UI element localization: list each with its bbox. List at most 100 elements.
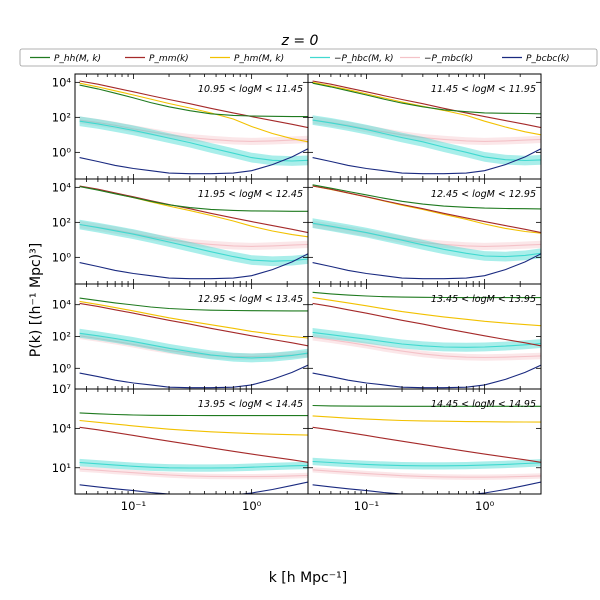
panel-plot-area [312,184,541,280]
panel-mass-bin-label: 11.95 < logM < 12.45 [198,189,303,200]
series-line-hbc [312,222,541,258]
series-line-bcbc [312,253,541,280]
series-line-bcbc [79,148,308,175]
x-tick-label: 10⁰ [242,499,262,513]
band-hbc [79,219,308,267]
panel-grid: 10⁰ 10² 10⁴ 10.95 < logM < 11.45 11.45 < log… [52,73,542,513]
series-line-mbc [79,335,308,358]
series-line-mm [312,302,541,347]
band-hbc [312,457,541,470]
series-line-mm [79,302,308,347]
series-line-mm [79,80,308,129]
panel-1: 10⁰ 10² 10⁴ 10.95 < logM < 11.45 [52,73,309,180]
panel-plot-area [79,297,308,389]
band-hbc [312,218,541,262]
legend: P_hh(M, k) P_mm(k) P_hm(M, k) −P_hbc(M, k) −… [19,48,598,67]
series-line-hbc [79,332,308,359]
y-tick-label: 10² [52,330,71,344]
series-line-hbc [79,120,308,162]
series-line-hh [79,84,308,118]
legend-entry-mm: P_mm(k) [125,54,189,64]
band-mbc [79,116,308,145]
series-line-hh [312,184,541,210]
band-hbc [79,116,308,166]
series-line-mbc [312,336,541,359]
panel-2: 11.45 < logM < 11.95 [307,73,542,180]
y-tick-label: 10⁴ [52,298,72,312]
series-line-mbc [79,119,308,142]
series-line-hh [312,404,541,407]
y-tick-label: 10¹ [52,461,71,475]
series-line-mm [79,426,308,463]
series-line-hbc [312,331,541,348]
series-line-mbc [312,119,541,142]
panel-mass-bin-label: 14.45 < logM < 14.95 [431,399,536,410]
series-line-bcbc [79,364,308,389]
panel-plot-area [312,404,541,494]
band-hbc [312,115,541,166]
band-mbc [312,116,541,145]
y-tick-label: 10⁰ [52,250,72,264]
panel-frame [307,388,542,495]
legend-entry-bcbc: P_bcbc(k) [502,54,569,64]
legend-entry-hm: P_hm(M, k) [210,54,284,64]
panel-mass-bin-label: 13.45 < logM < 13.95 [431,294,536,305]
series-line-hbc [312,119,541,162]
panel-plot-area [79,412,308,494]
legend-label-hbc: −P_hbc(M, k) [334,54,394,64]
series-line-mm [312,80,541,129]
band-hbc [79,458,308,472]
series-line-bcbc [79,481,308,494]
series-line-bcbc [312,481,541,494]
panel-plot-area [312,291,541,389]
panel-plot-area [79,80,308,175]
series-line-mm [312,185,541,234]
y-tick-label: 10⁴ [52,75,72,89]
legend-entry-hh: P_hh(M, k) [30,54,101,64]
panel-8: 10⁻¹ 10⁰ 14.45 < logM < 14.95 [307,388,542,513]
legend-label-mbc: −P_mbc(k) [424,54,473,64]
legend-label-mm: P_mm(k) [149,54,189,64]
series-line-hh [79,297,308,312]
series-line-hh [79,412,308,417]
series-line-mbc [312,469,541,478]
x-tick-label: 10⁻¹ [121,499,146,513]
y-tick-label: 10² [52,215,71,229]
band-mbc [79,332,308,360]
band-mbc [79,221,308,250]
panel-7: 10¹ 10⁴ 10⁷ 10⁻¹ 10⁰ 13.95 < logM < 14.45 [52,382,309,513]
y-tick-label: 10⁰ [52,361,72,375]
series-line-hm [79,300,308,339]
series-line-hm [79,82,308,143]
y-tick-label: 10⁴ [52,180,72,194]
legend-entry-hbc: −P_hbc(M, k) [310,54,394,64]
panel-6: 13.45 < logM < 13.95 [307,283,542,390]
series-line-mbc [79,223,308,247]
series-line-hh [312,291,541,299]
legend-label-bcbc: P_bcbc(k) [526,54,569,64]
panel-mass-bin-label: 10.95 < logM < 11.45 [198,84,303,95]
legend-label-hh: P_hh(M, k) [54,54,101,64]
y-tick-label: 10² [52,110,71,124]
panel-plot-area [79,185,308,280]
panel-mass-bin-label: 12.95 < logM < 13.45 [198,294,303,305]
series-line-mm [79,185,308,234]
panel-5: 10⁰ 10² 10⁴ 12.95 < logM < 13.45 [52,283,309,390]
legend-entry-mbc: −P_mbc(k) [400,54,473,64]
panel-3: 10⁰ 10² 10⁴ 11.95 < logM < 12.45 [52,178,309,285]
band-hbc [312,328,541,352]
legend-frame [19,48,598,67]
series-line-bcbc [312,364,541,389]
x-tick-label: 10⁻¹ [354,499,379,513]
series-line-hm [312,415,541,423]
series-line-hm [79,419,308,436]
y-tick-label: 10⁷ [52,382,72,396]
band-mbc [312,334,541,361]
band-hbc [79,328,308,363]
y-axis-label: P(k) [(h⁻¹ Mpc)³] [28,243,44,357]
legend-label-hm: P_hm(M, k) [234,54,284,64]
panel-plot-area [312,80,541,175]
panel-4: 12.45 < logM < 12.95 [307,178,542,285]
series-line-hh [79,186,308,212]
